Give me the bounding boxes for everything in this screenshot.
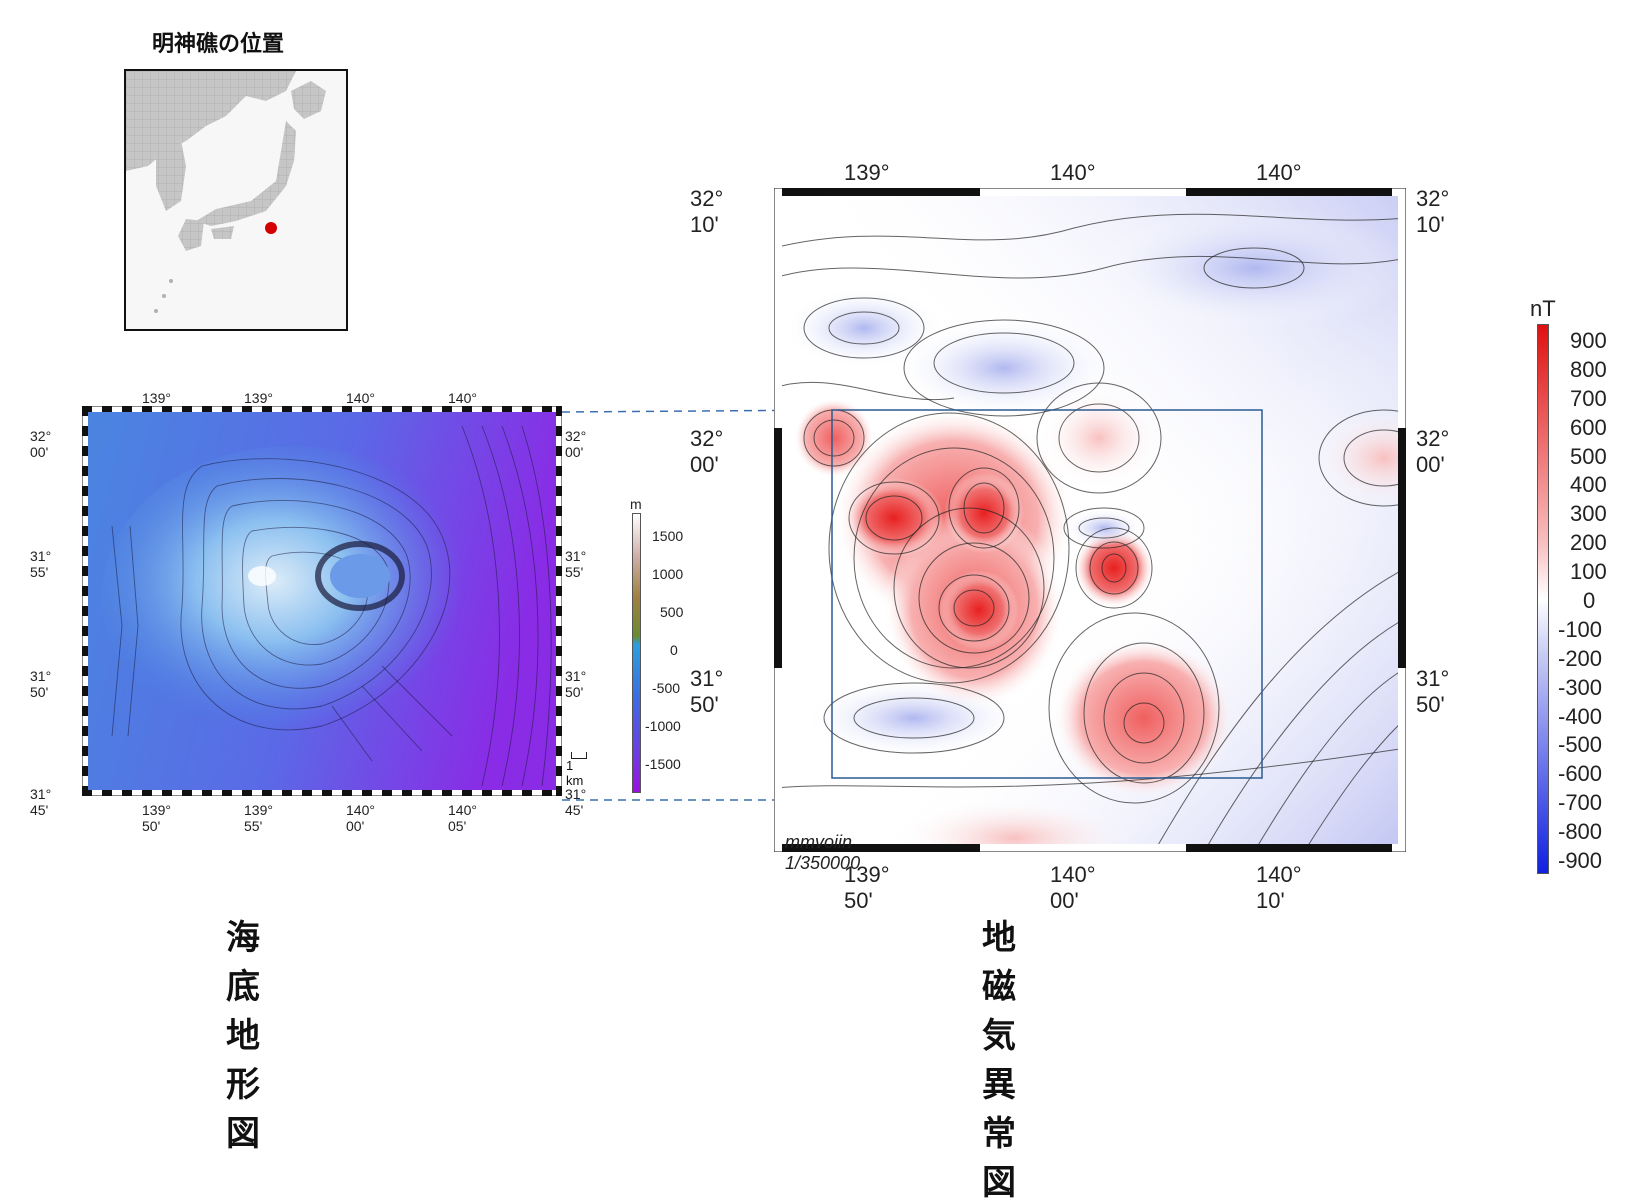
mag-cbar-label: 700 [1570, 385, 1607, 411]
location-map-svg [126, 71, 326, 313]
mag-cbar-label: -900 [1558, 848, 1603, 874]
mag-colorbar-unit: nT [1530, 296, 1556, 321]
inset-title: 明神礁の位置 [152, 32, 285, 57]
mag-cbar-label: 200 [1570, 530, 1607, 556]
mag-xtick-bottom-1: 140° 00' [1050, 862, 1096, 913]
scale-bar [571, 752, 587, 759]
mag-cbar-label: -600 [1558, 761, 1603, 787]
mag-ytick-left-1: 32° 00' [690, 426, 724, 477]
bathy-cbar-label-3: 0 [670, 642, 678, 658]
mag-cbar-label: 500 [1570, 443, 1607, 469]
bathy-xtick-bottom-3: 140° 05' [448, 802, 477, 834]
mag-cbar-label: -200 [1558, 645, 1603, 671]
caldera [315, 541, 405, 611]
mag-cbar-label: 800 [1570, 356, 1607, 382]
mag-cbar-label: 900 [1570, 328, 1607, 353]
location-inset-map [124, 69, 348, 331]
bathy-ytick-right-0: 32° 00' [565, 428, 587, 460]
bathymetry-extent-box [831, 409, 1263, 779]
bathy-xtick-bottom-0: 139° 50' [142, 802, 171, 834]
korean-peninsula [156, 141, 186, 211]
mag-cbar-label: 100 [1570, 559, 1607, 585]
bathy-xtick-bottom-2: 140° 00' [346, 802, 375, 834]
bathy-ytick-right-1: 31° 55' [565, 548, 587, 580]
mag-xtick-bottom-2: 140° 10' [1256, 862, 1302, 913]
bathy-ytick-left-1: 31° 55' [30, 548, 52, 580]
mag-ytick-right-2: 31° 50' [1416, 666, 1450, 717]
bathy-ytick-right-3: 31° 45' [565, 786, 587, 818]
bathy-cbar-label-0: 1500 [652, 528, 684, 544]
bathy-ytick-left-2: 31° 50' [30, 668, 52, 700]
mag-ytick-right-0: 32° 10' [1416, 186, 1450, 237]
kyushu [178, 219, 204, 251]
shikoku [211, 226, 234, 239]
bathy-cbar-label-5: -1000 [645, 718, 681, 734]
bathy-colorbar [632, 513, 641, 793]
bathy-xtick-bottom-1: 139° 55' [244, 802, 273, 834]
mag-cbar-label: -800 [1558, 819, 1603, 845]
mag-cbar-label: -500 [1558, 732, 1603, 758]
mag-colorbar [1537, 324, 1549, 874]
bathy-cbar-label-6: -1500 [645, 756, 681, 772]
mag-ytick-left-0: 32° 10' [690, 186, 724, 237]
mag-cbar-label: -700 [1558, 790, 1603, 816]
hokkaido [291, 81, 326, 119]
mag-ytick-left-2: 31° 50' [690, 666, 724, 717]
honshu [196, 121, 296, 226]
mag-xtick-bottom-0: 139° 50' [844, 862, 890, 913]
mag-cbar-labels: 900 800 700 600 500 400 300 200 100 0 -1… [1558, 328, 1644, 877]
bathy-cbar-label-1: 1000 [652, 566, 684, 582]
mag-cbar-label: 300 [1570, 501, 1607, 527]
bathy-ytick-left-0: 32° 00' [30, 428, 52, 460]
scale-label: 1 km [566, 758, 584, 788]
mag-cbar-label: -400 [1558, 703, 1603, 729]
bathy-ytick-right-2: 31° 50' [565, 668, 587, 700]
mag-cbar-label: -100 [1558, 616, 1603, 642]
myojin-reef-marker [265, 222, 277, 234]
mag-cbar-label: 0 [1583, 588, 1596, 614]
mag-ytick-right-1: 32° 00' [1416, 426, 1450, 477]
magnetic-caption: 地磁気異常図 [982, 918, 1016, 1203]
mag-cbar-label: 400 [1570, 472, 1607, 498]
bathymetry-map [82, 406, 562, 796]
mag-cbar-label: 600 [1570, 414, 1607, 440]
mag-cbar-label: -300 [1558, 674, 1603, 700]
bathy-ytick-left-3: 31° 45' [30, 786, 52, 818]
bathy-cbar-label-4: -500 [652, 680, 681, 696]
magnetic-anomaly-map [774, 188, 1406, 852]
map-credit: mmvoiin 1/350000 [785, 832, 861, 873]
bathy-cbar-label-2: 500 [660, 604, 684, 620]
bathy-colorbar-unit: m [630, 496, 642, 512]
